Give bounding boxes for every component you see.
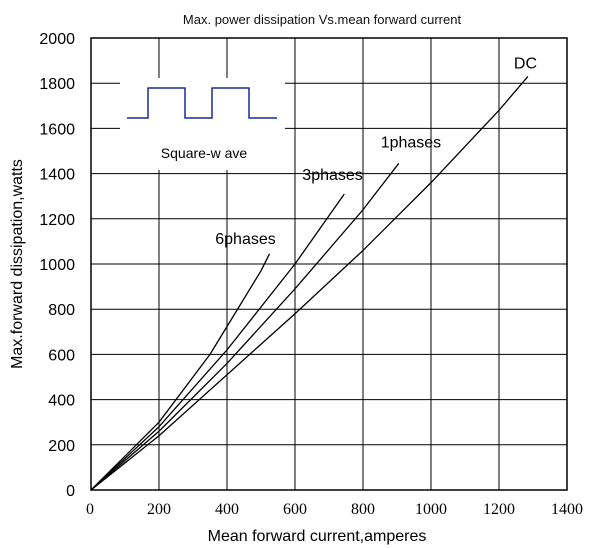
y-tick-label: 800 (48, 302, 75, 319)
x-tick-label: 800 (351, 501, 375, 518)
y-tick-label: 2000 (39, 31, 75, 48)
y-tick-label: 1800 (39, 76, 75, 93)
plot-frame (90, 37, 568, 491)
x-tick-label: 1000 (415, 501, 447, 518)
series-line (90, 75, 529, 491)
square-wave-inset: Square-w ave (120, 78, 285, 170)
series-label: 3phases (302, 167, 363, 184)
series-label: 1phases (381, 134, 442, 151)
y-tick-label: 200 (48, 438, 75, 455)
y-tick-label: 600 (48, 347, 75, 364)
series-line (90, 193, 345, 491)
y-tick-label: 400 (48, 393, 75, 410)
square-wave-icon (127, 87, 277, 119)
series-lines: DC 1phases 3phases 6phases (90, 55, 537, 491)
series-line (90, 253, 271, 491)
y-axis-label: Max.forward dissipation,watts (9, 159, 26, 369)
y-tick-label: 1600 (39, 121, 75, 138)
series-label: 6phases (215, 231, 276, 248)
x-tick-label: 1200 (483, 501, 515, 518)
x-tick-label: 400 (215, 501, 239, 518)
chart-title: Max. power dissipation Vs.mean forward c… (183, 12, 462, 27)
x-axis-ticks: 0 200 400 600 800 1000 1200 1400 (86, 501, 583, 518)
y-tick-label: 1400 (39, 167, 75, 184)
x-tick-label: 200 (147, 501, 171, 518)
inset-label: Square-w ave (161, 145, 248, 161)
y-tick-label: 1200 (39, 212, 75, 229)
x-tick-label: 1400 (551, 501, 583, 518)
x-tick-label: 0 (86, 501, 94, 518)
x-tick-label: 600 (283, 501, 307, 518)
series-label: DC (514, 55, 537, 72)
x-axis-label: Mean forward current,amperes (208, 528, 427, 545)
series-line (90, 163, 400, 491)
y-axis-ticks: 0 200 400 600 800 1000 1200 1400 1600 1800 2000 (39, 31, 75, 500)
y-tick-label: 1000 (39, 257, 75, 274)
y-tick-label: 0 (66, 483, 75, 500)
